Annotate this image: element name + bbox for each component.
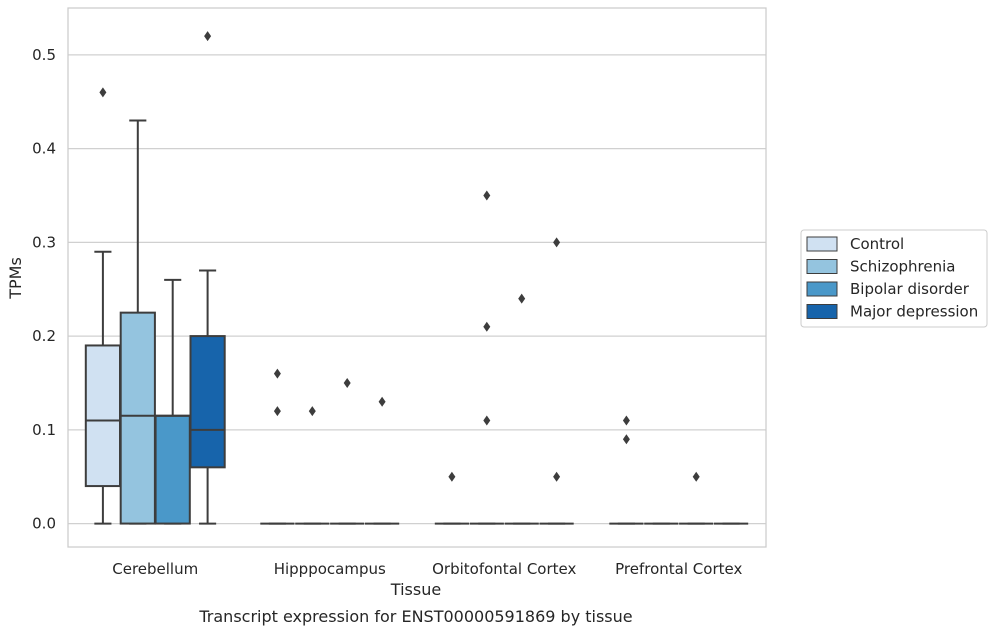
- legend-label-1: Schizophrenia: [850, 258, 955, 276]
- outlier-point: [483, 415, 491, 426]
- box-body: [189, 335, 226, 469]
- outlier-point: [273, 368, 281, 379]
- outlier-point: [204, 31, 212, 42]
- x-tick-label-3: Prefrontal Cortex: [615, 560, 742, 578]
- box-2-3: [539, 237, 574, 525]
- box-body: [119, 311, 156, 525]
- outlier-point: [99, 87, 107, 98]
- x-tick-label-1: Hipppocampus: [274, 560, 386, 578]
- outlier-point: [308, 406, 316, 417]
- outlier-point: [448, 471, 456, 482]
- box-1-1: [295, 406, 330, 525]
- x-axis-label: Tissue: [390, 580, 441, 599]
- chart-caption: Transcript expression for ENST0000059186…: [198, 607, 632, 626]
- outlier-point: [378, 396, 386, 407]
- outlier-point: [518, 293, 526, 304]
- x-tick-label-0: Cerebellum: [112, 560, 198, 578]
- y-tick-label-5: 0.5: [32, 46, 56, 64]
- legend: Control Schizophrenia Bipolar disorder Majo…: [800, 229, 988, 328]
- legend-frame: [800, 229, 988, 328]
- box-body: [154, 414, 191, 525]
- box-body: [84, 344, 122, 488]
- y-tick-label-2: 0.2: [32, 327, 56, 345]
- legend-swatch-3: [806, 304, 838, 319]
- legend-swatch-1: [806, 259, 838, 274]
- box-2-1: [469, 190, 504, 525]
- outlier-point: [553, 471, 561, 482]
- outlier-point: [622, 434, 630, 445]
- y-tick-label-0: 0.0: [32, 515, 56, 533]
- outlier-point: [553, 237, 561, 248]
- box-2-2: [504, 293, 539, 525]
- outlier-point: [483, 321, 491, 332]
- outlier-point: [273, 406, 281, 417]
- box-plot-marks: [84, 31, 749, 525]
- outlier-point: [692, 471, 700, 482]
- y-axis-label: TPMs: [6, 257, 25, 300]
- box-0-2: [154, 278, 191, 525]
- plot-area-frame: [67, 7, 767, 548]
- legend-label-3: Major depression: [850, 303, 978, 321]
- x-axis-ticks: Cerebellum Hipppocampus Orbitofontal Corte…: [112, 560, 742, 578]
- legend-label-0: Control: [850, 235, 904, 253]
- box-3-2: [679, 471, 714, 525]
- y-tick-label-3: 0.3: [32, 233, 56, 251]
- box-1-0: [260, 368, 295, 525]
- x-tick-label-2: Orbitofontal Cortex: [432, 560, 576, 578]
- outlier-point: [483, 190, 491, 201]
- legend-swatch-0: [806, 236, 838, 252]
- outlier-point: [622, 415, 630, 426]
- box-2-0: [434, 471, 470, 525]
- box-0-3: [189, 31, 226, 525]
- outlier-point: [343, 377, 351, 388]
- y-axis-ticks: 0.0 0.1 0.2 0.3 0.4 0.5: [32, 46, 56, 533]
- y-tick-label-4: 0.4: [32, 140, 56, 158]
- y-tick-label-1: 0.1: [32, 421, 56, 439]
- box-1-2: [330, 377, 365, 525]
- box-3-0: [609, 415, 644, 525]
- legend-label-2: Bipolar disorder: [850, 280, 970, 298]
- legend-swatch-2: [806, 281, 838, 297]
- box-0-1: [119, 119, 156, 525]
- box-1-3: [364, 396, 400, 525]
